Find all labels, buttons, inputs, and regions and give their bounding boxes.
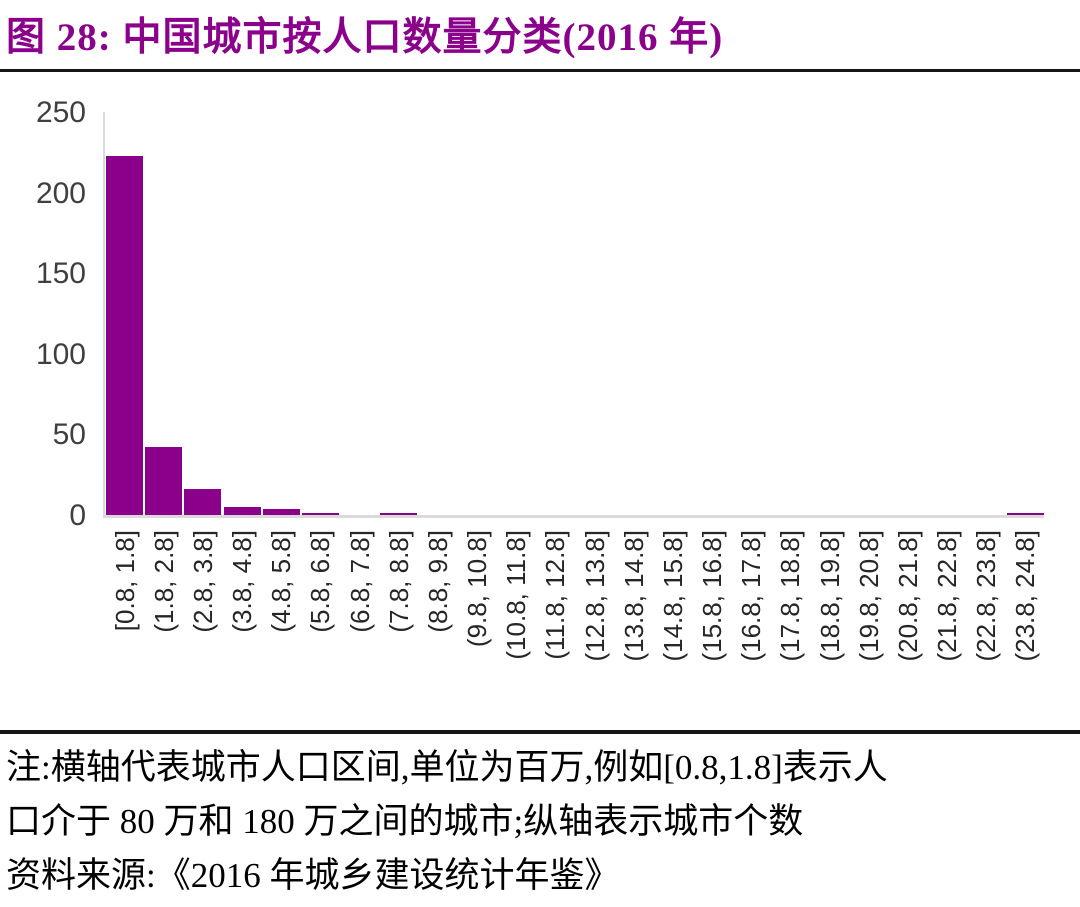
note-line-3: 资料来源:《2016 年城乡建设统计年鉴》 xyxy=(6,856,620,895)
x-axis-tick-label: (1.8, 2.8] xyxy=(148,530,179,633)
bar xyxy=(1006,513,1044,515)
divider-top xyxy=(0,69,1080,72)
x-axis-tick-label: (10.8, 11.8] xyxy=(501,530,532,660)
note-line-2: 口介于 80 万和 180 万之间的城市;纵轴表示城市个数 xyxy=(6,802,804,841)
bar xyxy=(184,489,222,515)
x-axis-tick-label: (14.8, 15.8] xyxy=(657,530,688,662)
bar xyxy=(223,506,261,515)
x-axis-tick-label: (11.8, 12.8] xyxy=(540,530,571,660)
y-axis-tick-label: 150 xyxy=(35,257,86,291)
bar xyxy=(145,447,183,515)
bar xyxy=(262,508,300,515)
x-axis-tick-label: (13.8, 14.8] xyxy=(618,530,649,662)
x-axis-tick-label: (16.8, 17.8] xyxy=(736,530,767,662)
x-axis-tick-label: (18.8, 19.8] xyxy=(814,530,845,662)
x-axis-tick-label: [0.8, 1.8] xyxy=(109,530,140,632)
x-axis-tick-label: (3.8, 4.8] xyxy=(227,530,258,633)
bar xyxy=(106,155,144,515)
x-axis-line xyxy=(103,515,1044,518)
x-axis-tick-label: (23.8, 24.8] xyxy=(1010,530,1041,662)
bar xyxy=(301,513,339,515)
figure-title: 图 28: 中国城市按人口数量分类(2016 年) xyxy=(6,16,724,59)
y-axis-tick-label: 100 xyxy=(35,337,86,371)
x-axis: [0.8, 1.8] (1.8, 2.8] (2.8, 3.8] (3.8, 4.8]… xyxy=(105,530,1045,725)
x-axis-tick-label: (21.8, 22.8] xyxy=(932,530,963,662)
x-axis-tick-label: (15.8, 16.8] xyxy=(697,530,728,662)
notes: 注:横轴代表城市人口区间,单位为百万,例如[0.8,1.8]表示人 口介于 80… xyxy=(6,741,1076,903)
y-axis-tick-label: 50 xyxy=(52,418,86,452)
y-axis-tick-label: 0 xyxy=(69,499,86,532)
x-axis-tick-label: (12.8, 13.8] xyxy=(579,530,610,662)
x-axis-tick-label: (5.8, 6.8] xyxy=(305,530,336,633)
y-axis-tick-label: 250 xyxy=(35,96,86,129)
x-axis-tick-label: (4.8, 5.8] xyxy=(266,530,297,633)
x-axis-tick-label: (17.8, 18.8] xyxy=(775,530,806,662)
y-axis: 0 50 100 150 200 250 xyxy=(0,0,86,720)
y-axis-line xyxy=(103,112,105,515)
x-axis-tick-label: (2.8, 3.8] xyxy=(187,530,218,633)
x-axis-tick-label: (22.8, 23.8] xyxy=(971,530,1002,662)
bar xyxy=(380,513,418,515)
note-line-1: 注:横轴代表城市人口区间,单位为百万,例如[0.8,1.8]表示人 xyxy=(6,748,888,787)
x-axis-tick-label: (20.8, 21.8] xyxy=(892,530,923,662)
x-axis-tick-label: (6.8, 7.8] xyxy=(344,530,375,633)
divider-bottom xyxy=(0,730,1080,734)
x-axis-tick-label: (19.8, 20.8] xyxy=(853,530,884,662)
x-axis-tick-label: (9.8, 10.8] xyxy=(462,530,493,648)
x-axis-tick-label: (7.8, 8.8] xyxy=(383,530,414,633)
x-axis-tick-label: (8.8, 9.8] xyxy=(422,530,453,633)
y-axis-tick-label: 200 xyxy=(35,176,86,210)
plot-area xyxy=(105,112,1045,515)
